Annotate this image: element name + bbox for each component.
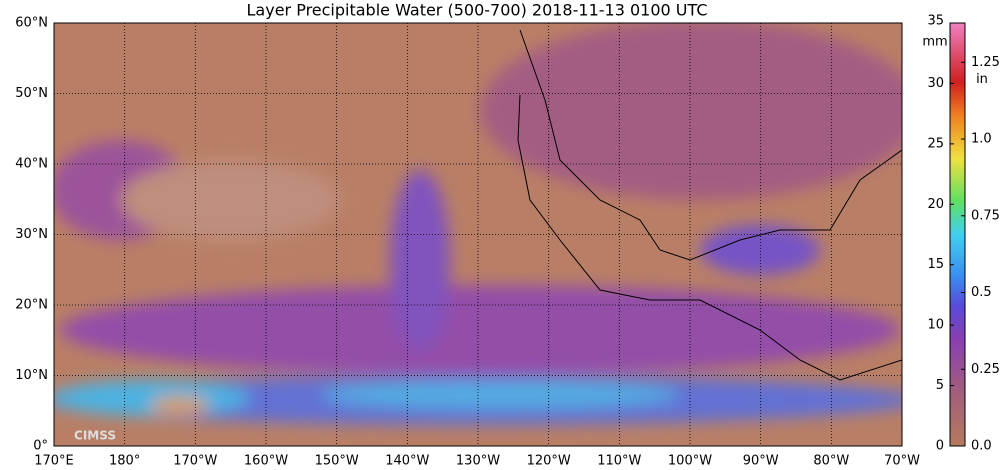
mm-tick-label: 10 — [927, 318, 944, 333]
lon-label: 90°W — [743, 454, 779, 469]
colorbar — [949, 22, 966, 447]
lat-label: 30°N — [15, 227, 48, 242]
in-tick-label: 1.0 — [971, 132, 992, 147]
mm-tick-label: 5 — [936, 378, 944, 393]
in-tick-label: 0.0 — [971, 439, 992, 454]
mm-tick-label: 15 — [927, 257, 944, 272]
lon-label: 180° — [109, 454, 140, 469]
lon-label: 110°W — [597, 454, 641, 469]
in-tick-label: 0.5 — [971, 285, 992, 300]
lon-label: 160°W — [244, 454, 288, 469]
title: Layer Precipitable Water (500-700) 2018-… — [247, 1, 708, 20]
lat-label: 50°N — [15, 86, 48, 101]
in-tick-label: 1.25 — [971, 55, 1000, 70]
lat-label: 10°N — [15, 368, 48, 383]
lon-label: 80°W — [813, 454, 849, 469]
lon-label: 120°W — [527, 454, 571, 469]
lat-label: 40°N — [15, 157, 48, 172]
lat-label: 20°N — [15, 298, 48, 313]
mm-tick-label: 0 — [936, 439, 944, 454]
lon-label: 170°E — [34, 454, 74, 469]
mm-tick-label: 20 — [927, 197, 944, 212]
mm-unit: mm — [922, 35, 947, 50]
lat-label: 60°N — [15, 16, 48, 31]
lon-label: 100°W — [668, 454, 712, 469]
lat-label: 0° — [33, 439, 48, 454]
lon-label: 70°W — [884, 454, 920, 469]
in-tick-label: 0.25 — [971, 362, 1000, 377]
mm-tick-label: 35 — [927, 14, 944, 29]
in-tick-label: 0.75 — [971, 208, 1000, 223]
map-image — [54, 23, 902, 446]
mm-tick-label: 30 — [927, 76, 944, 91]
lon-label: 150°W — [315, 454, 359, 469]
in-unit: in — [976, 72, 988, 87]
mm-tick-label: 25 — [927, 136, 944, 151]
coastline — [517, 29, 902, 381]
lon-label: 140°W — [385, 454, 429, 469]
logo: CIMSS — [74, 429, 116, 443]
lon-label: 130°W — [456, 454, 500, 469]
lon-label: 170°W — [173, 454, 217, 469]
